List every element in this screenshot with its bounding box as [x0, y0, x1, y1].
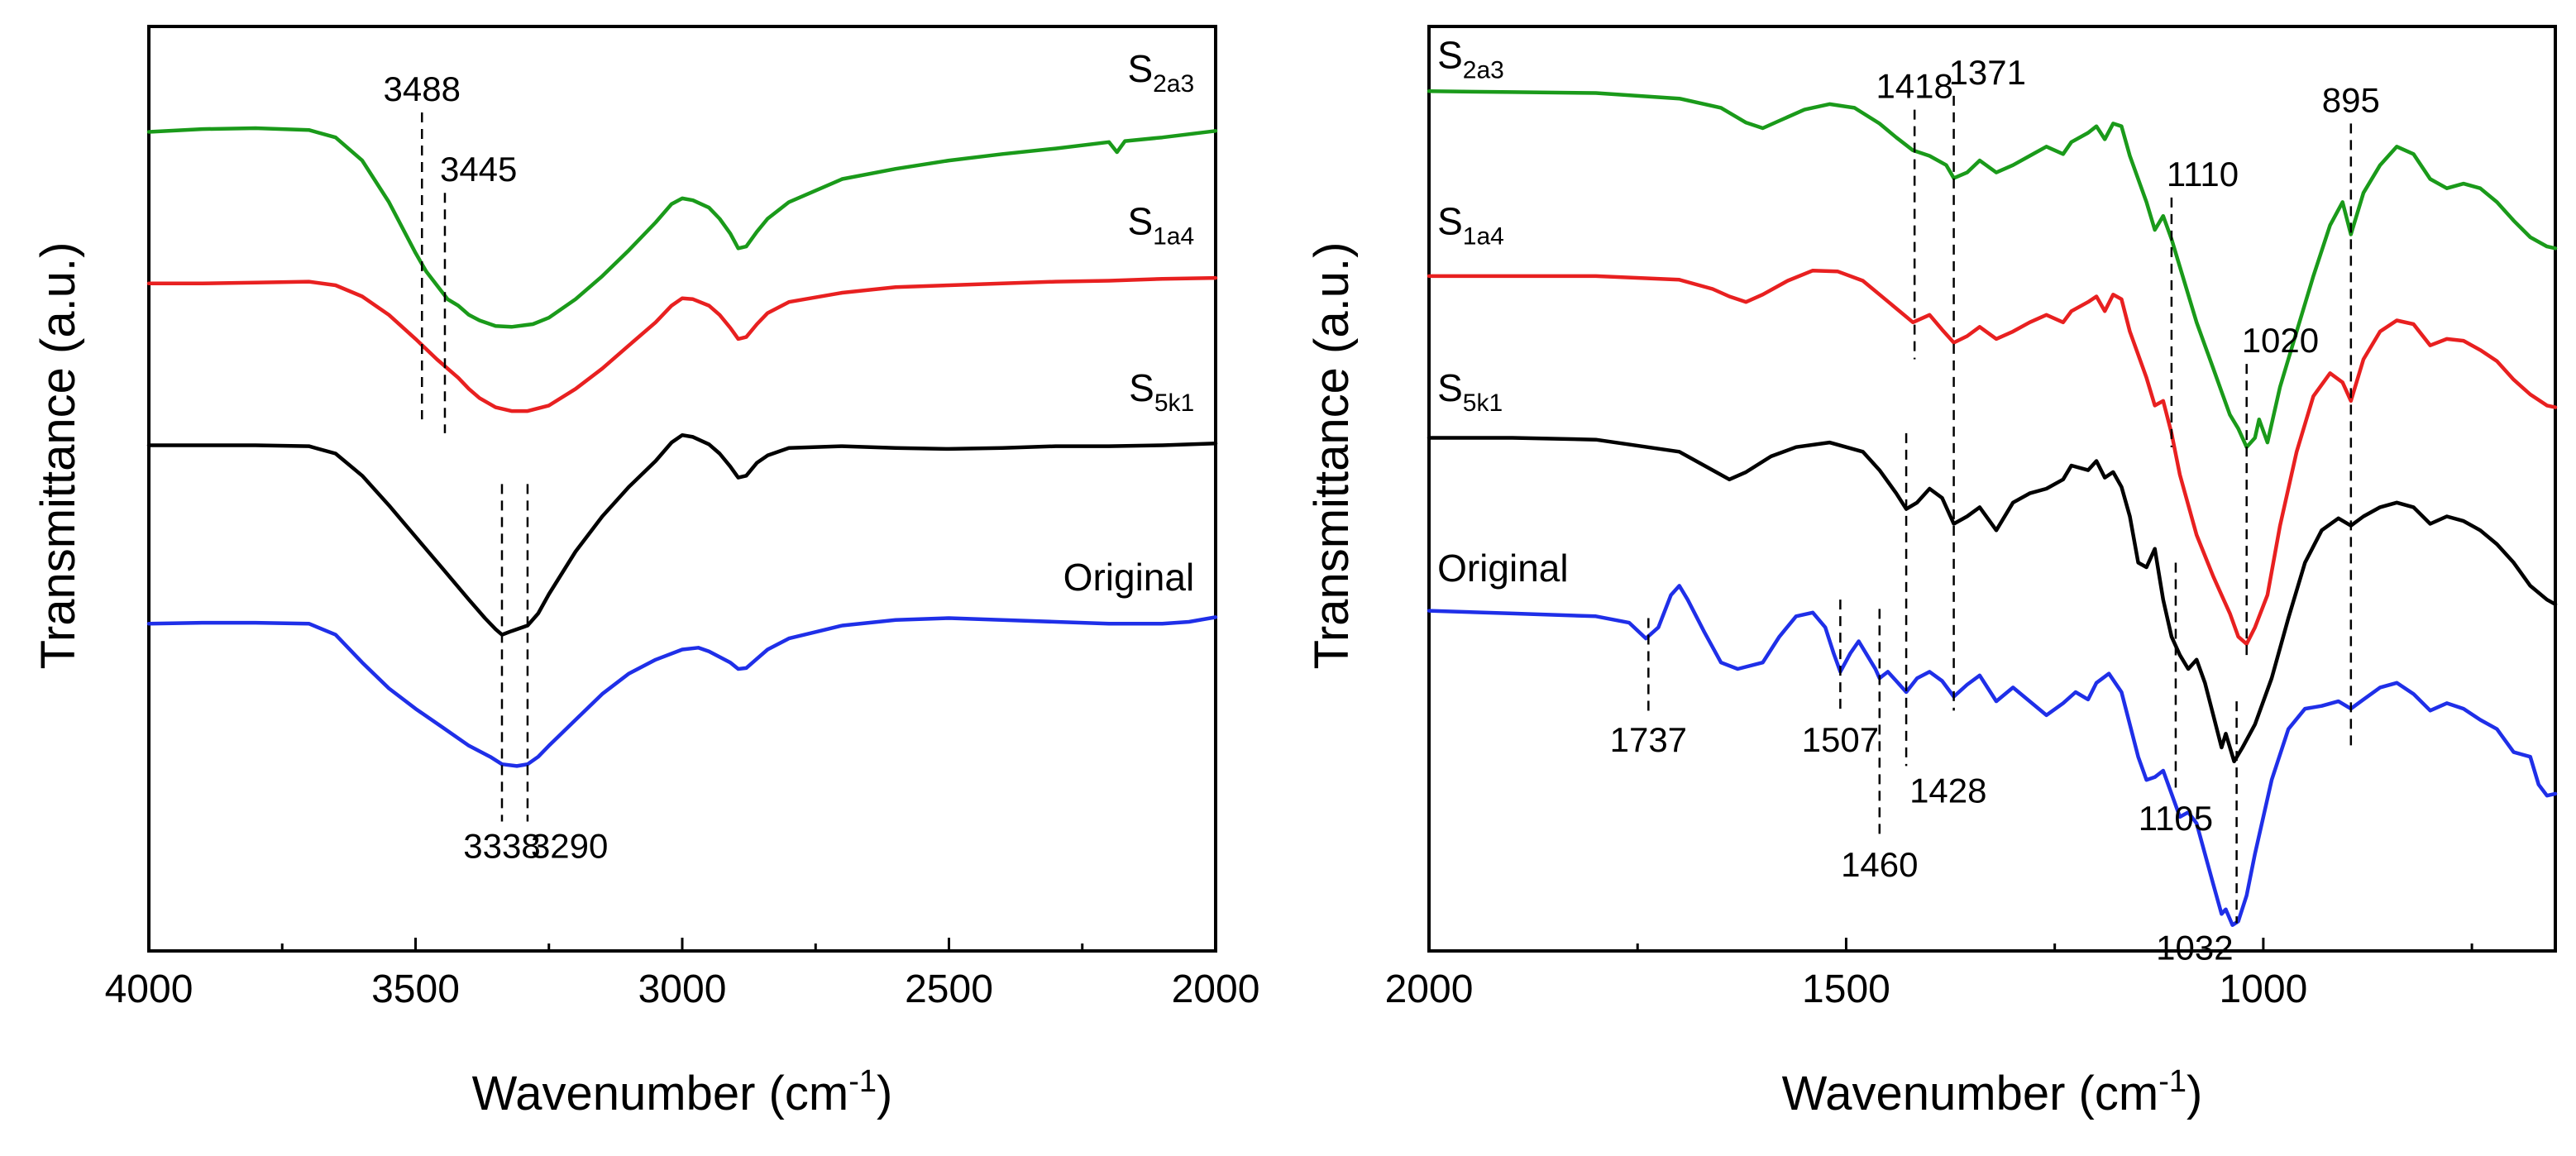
peak-label-1460: 1460 — [1841, 845, 1918, 884]
y-axis-title: Transmittance (a.u.) — [31, 242, 85, 670]
chart-right: 2000 1500 1000 Wavenumber (cm-1) Transmittan… — [1305, 25, 2558, 1120]
series-label-S5k1: S5k1 — [1129, 366, 1194, 417]
peak-label-1428: 1428 — [1909, 771, 1986, 810]
x-axis-title: Wavenumber (cm-1) — [1782, 1064, 2203, 1120]
series-line-S1a4 — [1427, 268, 2558, 647]
peak-label-1418: 1418 — [1876, 67, 1952, 106]
peak-label-3445: 3445 — [440, 150, 517, 189]
series-label-S1a4: S1a4 — [1127, 200, 1194, 251]
series-line-Original — [146, 615, 1218, 768]
series-label-Original: Original — [1437, 547, 1569, 590]
series-line-S1a4 — [146, 275, 1218, 413]
peak-label-3290: 3290 — [531, 826, 608, 865]
plot-frame — [1427, 25, 2557, 953]
series-line-S5k1 — [146, 432, 1218, 637]
x-tick-label: 1000 — [2219, 967, 2307, 1011]
peak-label-1110: 1110 — [2167, 155, 2239, 193]
y-axis-title: Transmittance (a.u.) — [1305, 242, 1359, 670]
peak-label-1371: 1371 — [1949, 53, 2026, 92]
series-line-Original — [1427, 584, 2558, 927]
x-tick-label: 2500 — [905, 967, 993, 1011]
peak-label-1737: 1737 — [1610, 720, 1687, 759]
chart-left: 4000 3500 3000 2500 2000 Wavenumber (cm-1) Tra… — [31, 25, 1260, 1120]
series-label-S2a3: S2a3 — [1437, 33, 1504, 84]
x-tick-label: 3000 — [638, 967, 727, 1011]
peak-label-3338: 3338 — [463, 826, 540, 865]
peak-label-1020: 1020 — [2242, 321, 2319, 360]
peak-label-1507: 1507 — [1802, 720, 1879, 759]
peak-label-3488: 3488 — [384, 69, 461, 108]
x-tick-label: 2000 — [1172, 967, 1260, 1011]
x-tick-label: 4000 — [105, 967, 194, 1011]
x-tick-label: 1500 — [1802, 967, 1890, 1011]
series-label-Original: Original — [1063, 556, 1195, 599]
plot-frame — [147, 25, 1217, 953]
peak-label-1032: 1032 — [2156, 928, 2233, 967]
series-line-S2a3 — [1427, 89, 2558, 449]
series-label-S2a3: S2a3 — [1127, 47, 1194, 98]
series-label-S1a4: S1a4 — [1437, 200, 1504, 251]
x-tick-label: 2000 — [1385, 967, 1474, 1011]
x-tick-label: 3500 — [371, 967, 460, 1011]
x-axis-title: Wavenumber (cm-1) — [472, 1064, 893, 1120]
peak-label-895: 895 — [2322, 80, 2380, 119]
series-line-S2a3 — [146, 126, 1218, 329]
series-label-S5k1: S5k1 — [1437, 366, 1503, 417]
peak-label-1105: 1105 — [2139, 799, 2213, 838]
series-line-S5k1 — [1427, 436, 2558, 764]
